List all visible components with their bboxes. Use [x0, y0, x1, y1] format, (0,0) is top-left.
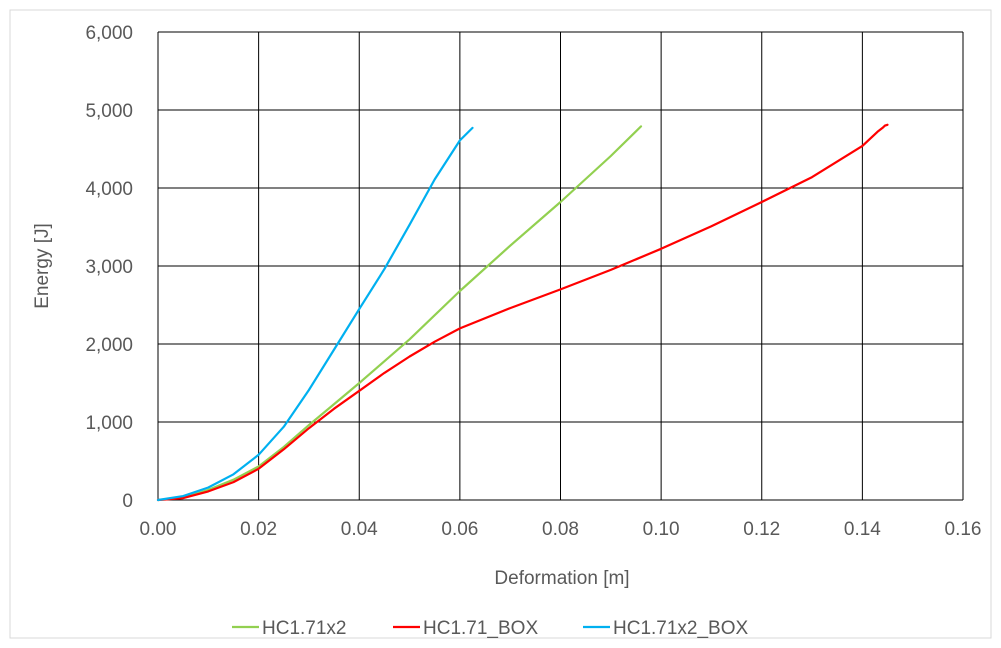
x-tick-label: 0.10 [643, 519, 680, 540]
y-tick-label: 2,000 [85, 335, 133, 356]
x-tick-label: 0.02 [240, 519, 277, 540]
y-tick-label: 6,000 [85, 23, 133, 44]
x-tick-label: 0.16 [945, 519, 982, 540]
y-tick-label: 4,000 [85, 179, 133, 200]
x-tick-label: 0.00 [140, 519, 177, 540]
y-tick-label: 5,000 [85, 101, 133, 122]
y-axis-title: Energy [J] [32, 223, 53, 309]
y-tick-label: 1,000 [85, 413, 133, 434]
series-line-hc1-71-box [156, 123, 889, 502]
series-lines [156, 123, 889, 502]
gridlines [157, 31, 964, 501]
chart-border [9, 9, 992, 639]
series-line-hc1-71x2-box [156, 126, 474, 502]
legend-label: HC1.71x2 [262, 618, 347, 639]
legend: HC1.71x2 HC1.71_BOX HC1.71x2_BOX [232, 618, 749, 639]
x-tick-label: 0.14 [844, 519, 881, 540]
x-axis-title: Deformation [m] [494, 568, 629, 589]
legend-label: HC1.71_BOX [423, 618, 538, 639]
y-tick-label: 0 [122, 491, 133, 512]
series-line-hc1-71x2 [156, 125, 643, 502]
x-tick-label: 0.06 [441, 519, 478, 540]
x-tick-label: 0.12 [743, 519, 780, 540]
x-tick-label: 0.08 [542, 519, 579, 540]
y-tick-label: 3,000 [85, 257, 133, 278]
x-tick-label: 0.04 [341, 519, 378, 540]
tick-labels: 0 1,000 2,000 3,000 4,000 5,000 6,000 0.00 0.02 0… [85, 23, 981, 540]
legend-label: HC1.71x2_BOX [613, 618, 749, 639]
